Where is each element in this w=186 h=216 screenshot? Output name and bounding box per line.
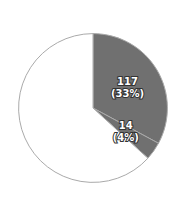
svg-text:14: 14 xyxy=(119,120,133,131)
svg-text:117: 117 xyxy=(117,76,138,87)
svg-text:(4%): (4%) xyxy=(113,132,139,143)
svg-text:(33%): (33%) xyxy=(111,88,144,99)
